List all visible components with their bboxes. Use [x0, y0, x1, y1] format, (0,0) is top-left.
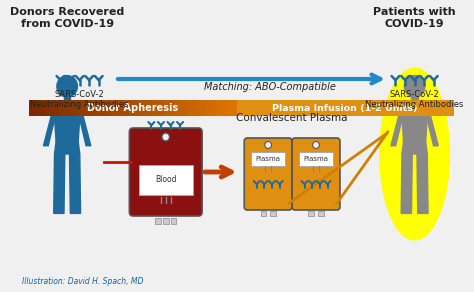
FancyBboxPatch shape: [139, 165, 192, 195]
FancyBboxPatch shape: [129, 128, 202, 216]
Bar: [112, 100, 117, 116]
Bar: [29, 100, 34, 116]
Text: Illustration: David H. Spach, MD: Illustration: David H. Spach, MD: [22, 277, 144, 286]
Polygon shape: [424, 106, 438, 146]
Bar: [169, 100, 174, 116]
Bar: [164, 100, 169, 116]
Text: SARS-CoV-2
Neutralizing Antibodies: SARS-CoV-2 Neutralizing Antibodies: [365, 90, 464, 110]
Text: Plasma: Plasma: [303, 156, 328, 162]
Bar: [309, 211, 314, 216]
Bar: [55, 100, 60, 116]
Bar: [163, 218, 169, 224]
Polygon shape: [401, 105, 428, 142]
Bar: [190, 100, 195, 116]
Bar: [143, 100, 148, 116]
FancyBboxPatch shape: [29, 100, 237, 116]
Bar: [107, 100, 112, 116]
Bar: [133, 100, 138, 116]
Bar: [205, 100, 210, 116]
Text: Patients with
COVID-19: Patients with COVID-19: [374, 7, 456, 29]
Text: SARS-CoV-2
Neutralizing Antibodies: SARS-CoV-2 Neutralizing Antibodies: [30, 90, 129, 110]
Bar: [226, 100, 231, 116]
Bar: [210, 100, 216, 116]
Bar: [216, 100, 221, 116]
Text: Blood: Blood: [155, 175, 176, 185]
Bar: [34, 100, 39, 116]
Polygon shape: [54, 105, 81, 142]
Bar: [117, 100, 122, 116]
Bar: [180, 100, 185, 116]
Bar: [159, 100, 164, 116]
Bar: [39, 100, 45, 116]
Bar: [122, 100, 128, 116]
Polygon shape: [55, 142, 80, 154]
Polygon shape: [391, 106, 405, 146]
Polygon shape: [417, 154, 428, 213]
Polygon shape: [44, 106, 58, 146]
Bar: [154, 100, 159, 116]
Text: Donor Apheresis: Donor Apheresis: [87, 103, 178, 113]
Bar: [71, 100, 75, 116]
Bar: [171, 218, 176, 224]
Circle shape: [313, 142, 319, 149]
Bar: [86, 100, 91, 116]
Text: Plasma: Plasma: [255, 156, 281, 162]
Bar: [60, 100, 65, 116]
Circle shape: [404, 76, 425, 97]
Bar: [81, 100, 86, 116]
Bar: [65, 100, 71, 116]
Ellipse shape: [379, 67, 450, 241]
FancyBboxPatch shape: [251, 152, 285, 166]
Bar: [174, 100, 180, 116]
Bar: [96, 100, 101, 116]
Bar: [91, 100, 96, 116]
Circle shape: [265, 142, 272, 149]
Polygon shape: [64, 96, 70, 103]
Bar: [148, 100, 154, 116]
Bar: [195, 100, 200, 116]
Bar: [45, 100, 50, 116]
Bar: [185, 100, 190, 116]
Bar: [101, 100, 107, 116]
Bar: [237, 100, 454, 116]
Polygon shape: [402, 142, 427, 154]
Text: Matching: ABO-Compatible: Matching: ABO-Compatible: [204, 82, 336, 92]
FancyBboxPatch shape: [299, 152, 333, 166]
Bar: [200, 100, 205, 116]
Bar: [128, 100, 133, 116]
FancyBboxPatch shape: [292, 138, 340, 210]
FancyBboxPatch shape: [244, 138, 292, 210]
Polygon shape: [411, 96, 418, 103]
Polygon shape: [401, 154, 412, 213]
Text: Donors Recovered
from COVID-19: Donors Recovered from COVID-19: [10, 7, 124, 29]
Bar: [50, 100, 55, 116]
Bar: [261, 211, 266, 216]
Polygon shape: [70, 154, 81, 213]
Bar: [221, 100, 226, 116]
Bar: [270, 211, 276, 216]
Text: Plasma Infusion (1-2 Units): Plasma Infusion (1-2 Units): [273, 103, 418, 112]
Bar: [155, 218, 161, 224]
Circle shape: [57, 76, 77, 97]
Bar: [231, 100, 237, 116]
Text: Convalescent Plasma: Convalescent Plasma: [237, 113, 348, 123]
Bar: [318, 211, 324, 216]
Polygon shape: [54, 154, 65, 213]
Circle shape: [162, 133, 170, 141]
Bar: [75, 100, 81, 116]
Bar: [138, 100, 143, 116]
Polygon shape: [77, 106, 91, 146]
